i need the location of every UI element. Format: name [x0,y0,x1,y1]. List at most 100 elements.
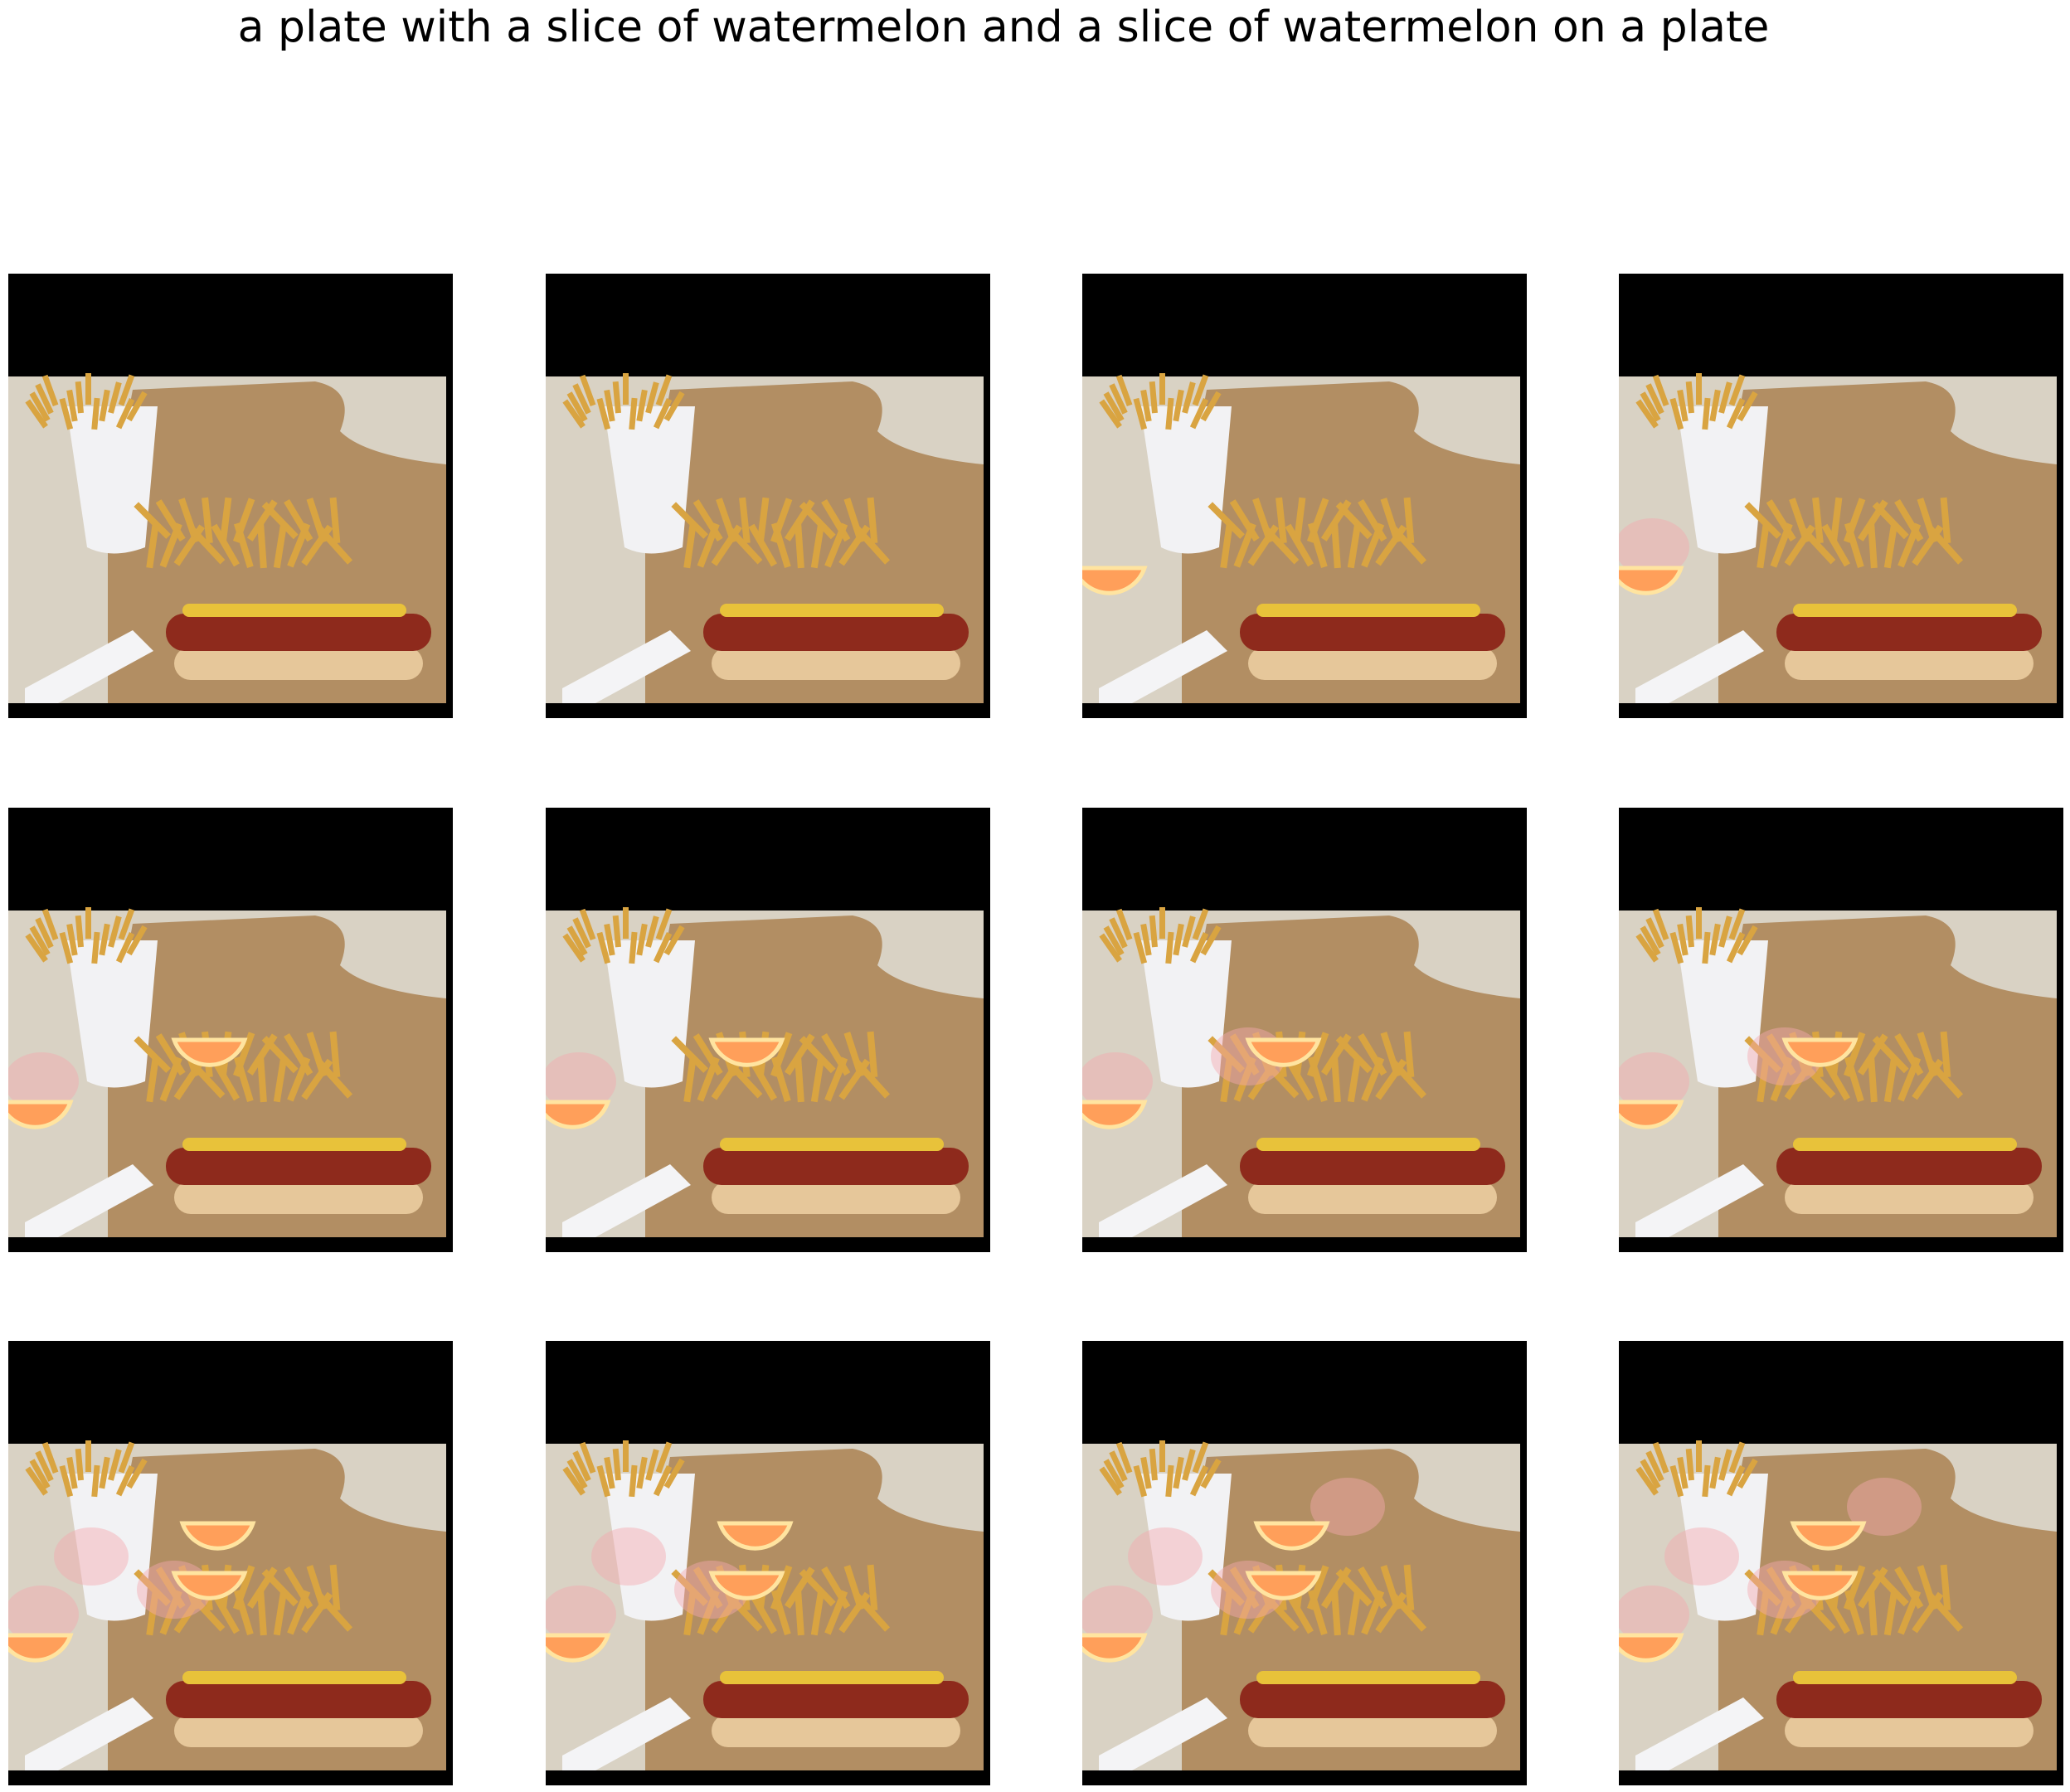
fry [317,1593,353,1632]
top-letterbox [1082,274,1527,376]
figure-caption: a plate with a slice of watermelon and a… [237,2,1770,52]
fry [273,1589,288,1636]
hot-dog-bun [1248,1714,1497,1747]
ghost-overlay [546,1052,616,1110]
fry [1685,915,1694,948]
fry [683,522,697,569]
fry [1677,923,1689,956]
fry [1737,1458,1758,1489]
orange-slice [1082,1100,1148,1129]
orange-slice [546,1633,611,1663]
fry [1262,526,1300,565]
fry [748,523,777,567]
fry [1757,1056,1770,1103]
image-panel-10 [546,1341,990,1785]
fry [1702,397,1711,430]
fry [1099,1466,1122,1496]
bottom-letterbox [8,1770,453,1785]
fry [1677,389,1689,422]
sausage [166,1681,431,1718]
fry [1652,908,1669,940]
fry [146,1056,159,1103]
panel-photo [1619,1341,2063,1785]
fry [85,1440,91,1472]
fry [596,397,611,430]
sausage [166,1148,431,1185]
orange-slice [1245,1037,1322,1067]
fry [25,1466,48,1496]
fry [1685,381,1694,414]
orange-slice [1253,1521,1330,1551]
fry [1898,1590,1922,1635]
fry [85,373,91,405]
fry [1898,522,1922,568]
orange-slice [171,1037,248,1067]
fry [35,1450,54,1482]
image-panel-11 [1082,1341,1527,1785]
fry [1940,1031,1951,1078]
bottom-letterbox [1082,703,1527,718]
fry [1103,391,1125,422]
fry [1262,1593,1300,1632]
fry [636,1456,648,1489]
foam-cup [1677,1474,1768,1621]
fry [653,931,673,964]
fry [1728,908,1746,940]
fry [29,391,51,422]
fry [233,1056,254,1102]
fry [134,1036,171,1073]
fry [1868,1589,1878,1636]
fry [1335,1036,1373,1074]
ghost-overlay [54,1527,129,1586]
fry [1159,907,1165,939]
fry [824,1056,848,1102]
fry [66,923,78,956]
hot-dog-bun [1785,1181,2034,1214]
fry [572,917,591,949]
hot-dog-bun [174,1181,423,1214]
sausage [703,1681,969,1718]
image-panel-5 [8,808,453,1252]
napkin [25,630,153,703]
fry [1335,502,1373,540]
fry [159,522,182,568]
fry [1872,1036,1909,1074]
sausage [703,1148,969,1185]
orange-slice [717,1521,794,1551]
cheese [182,604,406,617]
fry [1844,1590,1864,1635]
fry [41,374,59,406]
ghost-overlay [546,1586,616,1644]
fry [273,522,288,569]
fry [1173,389,1184,422]
fry [1652,1441,1669,1474]
fry [1109,1450,1128,1482]
foam-cup [1140,406,1232,554]
fry [1726,931,1746,964]
fry [1099,933,1122,963]
fry [566,925,588,956]
fry [1770,1056,1793,1102]
fry [1115,374,1133,406]
image-panel-8 [1619,808,2063,1252]
fry [683,1056,697,1103]
side-letterbox [1520,376,1527,718]
ghost-overlay [8,1586,79,1644]
image-panel-6 [546,808,990,1252]
fry [188,1593,226,1632]
fry [1821,1057,1850,1101]
fry [25,399,48,429]
fry [1182,381,1196,414]
fry [604,389,615,422]
fry [1307,522,1328,568]
fry [770,1056,791,1102]
fry [1109,917,1128,949]
fry [1391,1060,1427,1099]
fry [629,1464,638,1498]
fry [1361,1590,1385,1635]
fry [655,374,673,406]
fry [566,1459,588,1489]
fry [562,399,586,429]
fry [1192,908,1209,940]
fry [604,1456,615,1489]
